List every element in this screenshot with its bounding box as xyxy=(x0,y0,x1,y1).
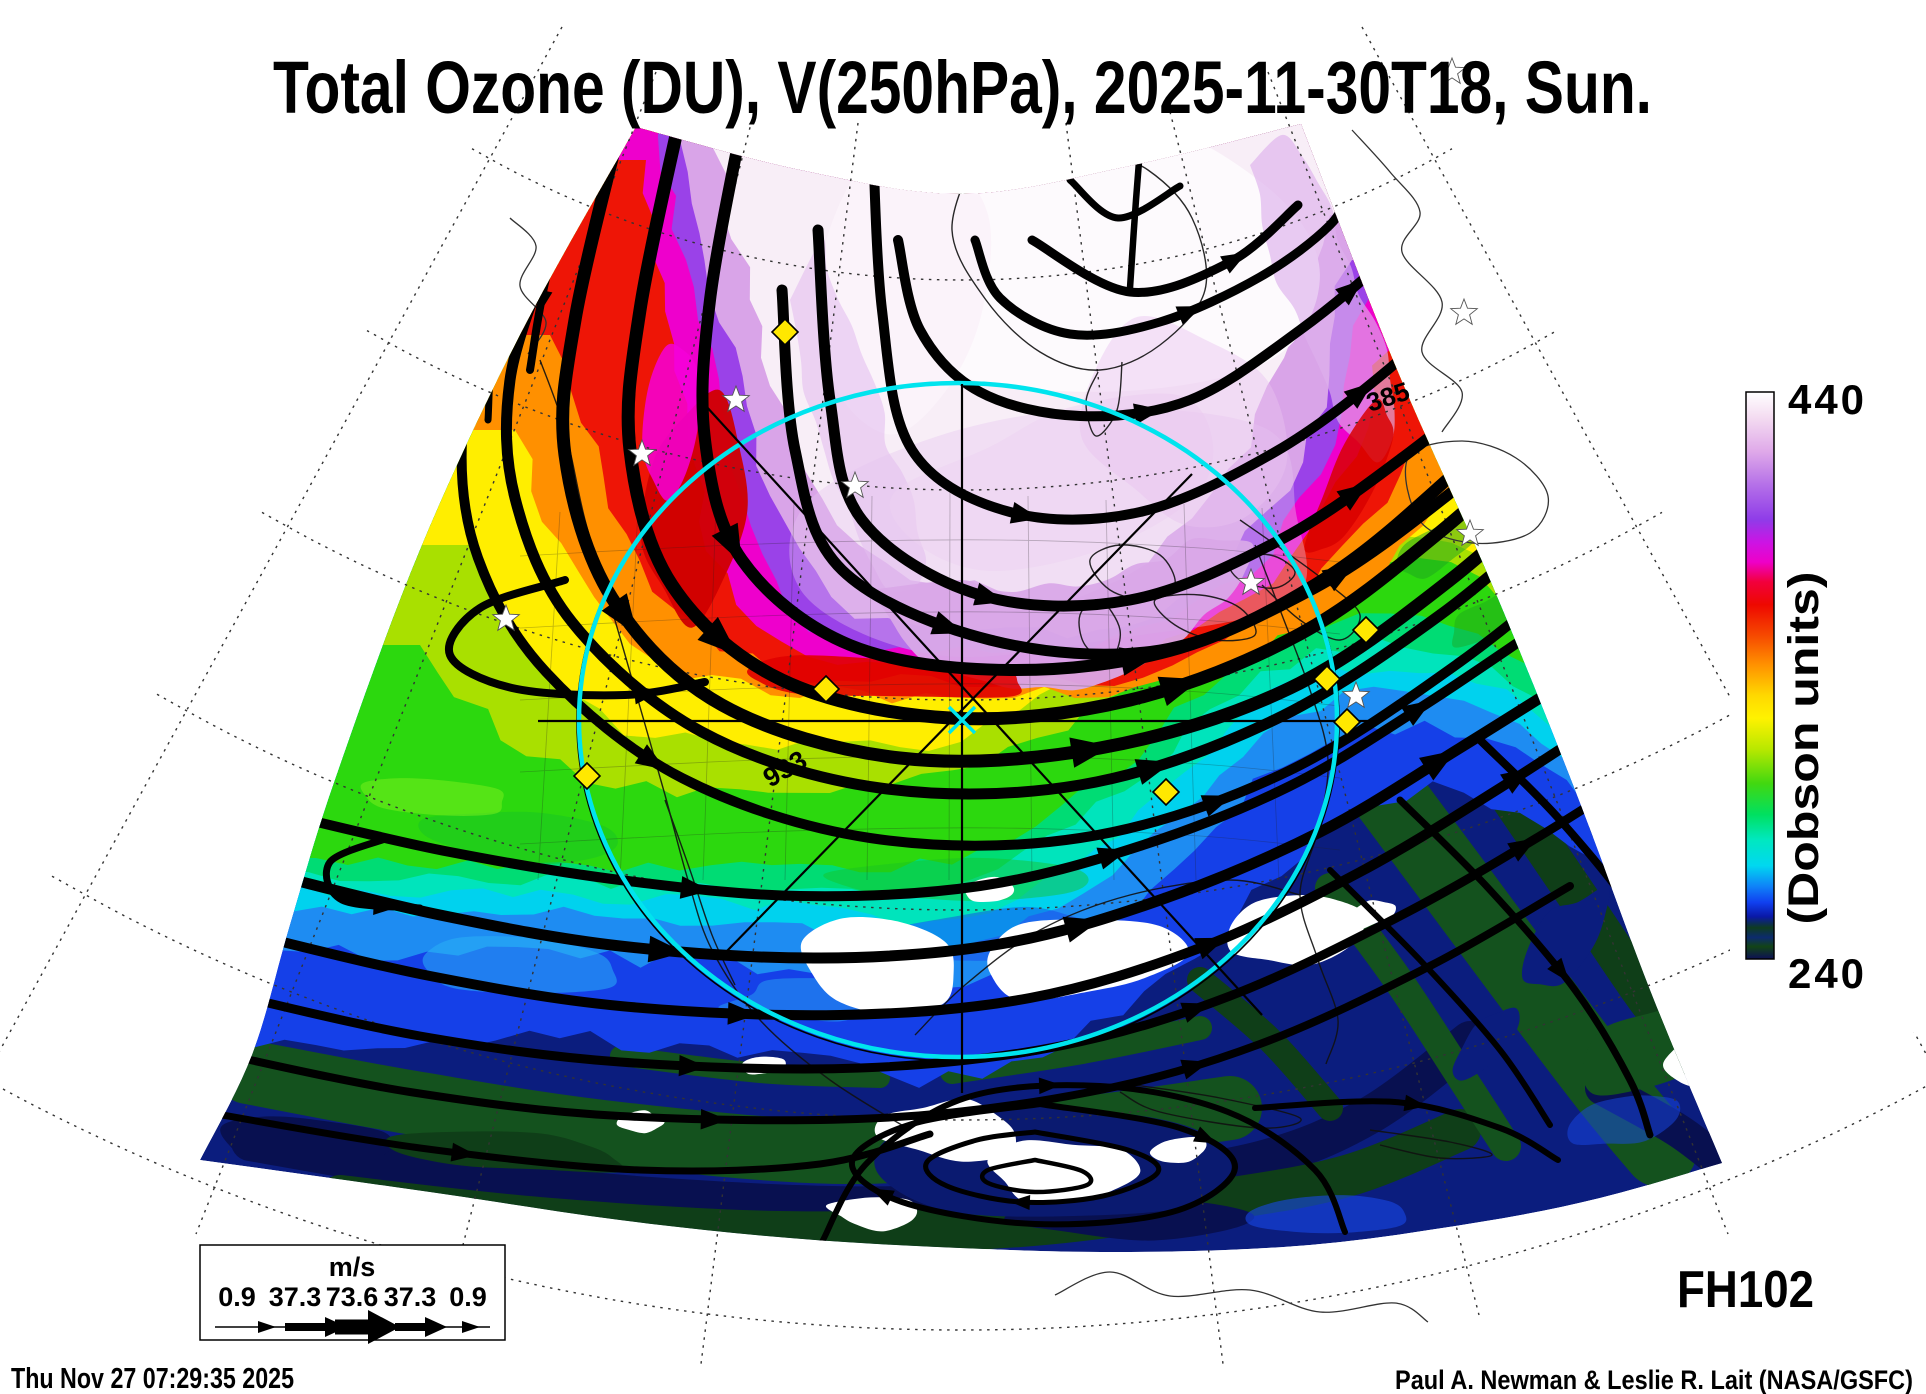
svg-text:37.3: 37.3 xyxy=(269,1282,322,1312)
svg-text:Total Ozone (DU), V(250hPa), 2: Total Ozone (DU), V(250hPa), 2025-11-30T… xyxy=(273,46,1652,129)
svg-text:73.6: 73.6 xyxy=(326,1282,379,1312)
svg-text:37.3: 37.3 xyxy=(384,1282,437,1312)
svg-text:FH102: FH102 xyxy=(1677,1261,1814,1319)
svg-text:0.9: 0.9 xyxy=(449,1282,487,1312)
svg-text:Paul A. Newman & Leslie R. Lai: Paul A. Newman & Leslie R. Lait (NASA/GS… xyxy=(1395,1365,1913,1394)
svg-text:240: 240 xyxy=(1788,950,1864,997)
svg-text:440: 440 xyxy=(1788,376,1864,423)
svg-text:m/s: m/s xyxy=(329,1252,376,1282)
svg-text:Thu Nov 27 07:29:35 2025: Thu Nov 27 07:29:35 2025 xyxy=(11,1363,294,1394)
svg-text:(Dobson units): (Dobson units) xyxy=(1780,572,1828,925)
svg-text:0.9: 0.9 xyxy=(218,1282,256,1312)
